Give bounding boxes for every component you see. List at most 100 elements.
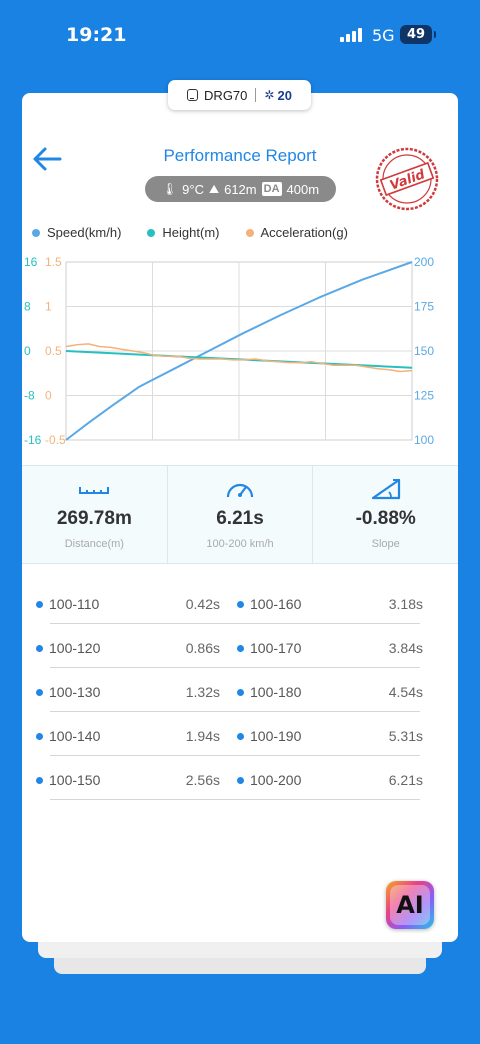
split-time-right: 3.18s — [388, 596, 423, 612]
tick-label-acceleration: -0.5 — [45, 433, 66, 447]
split-range-label: 100-170 — [250, 640, 302, 656]
chart-legend: Speed(km/h) Height(m) Acceleration(g) — [32, 225, 374, 240]
split-times-list: 100-110 0.42s 100-160 3.18s 100-120 0.86… — [22, 580, 458, 800]
performance-chart: 16 8 0 -8 -16 1.5 1 0.5 0 -0.5 200 175 150 125 100 — [24, 255, 434, 447]
split-range-label: 100-160 — [250, 596, 302, 612]
legend-label: Height(m) — [162, 225, 220, 240]
network-label: 5G — [372, 26, 395, 45]
split-time-right: 3.84s — [388, 640, 423, 656]
split-range-right: 100-190 — [237, 728, 301, 744]
bullet-icon — [237, 732, 244, 740]
satellite-count: 20 — [277, 87, 292, 103]
split-time-left: 1.32s — [185, 684, 220, 700]
tick-label-speed: 100 — [414, 433, 434, 447]
table-row: 100-120 0.86s 100-170 3.84s — [22, 624, 458, 668]
split-range-right: 100-200 — [237, 772, 301, 788]
divider — [50, 755, 420, 756]
series-line-speed — [65, 261, 413, 441]
stat-slope: -0.88% Slope — [312, 466, 458, 563]
stats-panel: 269.78m Distance(m) 6.21s 100-200 km/h -… — [22, 465, 458, 564]
page-title: Performance Report — [163, 146, 317, 165]
tick-label-height: 8 — [24, 300, 31, 314]
bullet-icon — [36, 776, 43, 784]
valid-stamp-icon: Valid — [375, 147, 439, 211]
signal-icon — [340, 28, 364, 42]
split-range-label: 100-150 — [49, 772, 101, 788]
divider — [50, 799, 420, 800]
stat-time: 6.21s 100-200 km/h — [166, 466, 313, 563]
divider — [50, 711, 420, 712]
split-time-left: 0.86s — [185, 640, 220, 656]
tick-label-acceleration: 1 — [45, 300, 52, 314]
split-range-label: 100-180 — [250, 684, 302, 700]
legend-item-acceleration[interactable]: Acceleration(g) — [245, 225, 348, 240]
back-arrow-icon[interactable] — [32, 145, 62, 173]
split-range-label: 100-120 — [49, 640, 101, 656]
stat-distance: 269.78m Distance(m) — [22, 466, 167, 563]
split-range-left: 100-140 — [36, 728, 100, 744]
split-time-right: 4.54s — [388, 684, 423, 700]
altitude-value: 612m — [224, 181, 257, 197]
split-time-right: 5.31s — [388, 728, 423, 744]
table-row: 100-110 0.42s 100-160 3.18s — [22, 580, 458, 624]
tick-label-speed: 200 — [414, 255, 434, 269]
satellite-icon: ✲ — [264, 88, 275, 102]
tick-label-acceleration: 1.5 — [45, 255, 62, 269]
split-time-left: 1.94s — [185, 728, 220, 744]
tick-label-acceleration: 0 — [45, 389, 52, 403]
density-altitude-badge: DA — [261, 182, 282, 196]
legend-dot — [32, 228, 40, 237]
divider — [50, 667, 420, 668]
tick-label-height: -16 — [24, 433, 42, 447]
bullet-icon — [36, 644, 43, 652]
split-time-left: 2.56s — [185, 772, 220, 788]
bullet-icon — [237, 776, 244, 784]
legend-dot — [147, 228, 156, 237]
legend-item-height[interactable]: Height(m) — [147, 225, 220, 240]
tick-label-height: -8 — [24, 389, 35, 403]
split-range-left: 100-150 — [36, 772, 100, 788]
split-range-label: 100-140 — [49, 728, 101, 744]
stat-value: -0.88% — [355, 508, 416, 529]
conditions-pill: 🌡 9°C ⛰ 612m DA 400m — [145, 176, 336, 202]
status-bar: 19:21 5G 49 — [0, 0, 480, 70]
bullet-icon — [237, 600, 244, 608]
temperature-value: 9°C — [182, 181, 204, 197]
speedometer-icon — [226, 483, 254, 498]
tick-label-height: 16 — [24, 255, 38, 269]
battery-icon: 49 — [400, 25, 436, 44]
split-range-left: 100-120 — [36, 640, 100, 656]
thermometer-icon: 🌡 — [161, 182, 178, 196]
device-name: DRG70 — [204, 87, 248, 103]
split-range-right: 100-160 — [237, 596, 301, 612]
legend-label: Speed(km/h) — [47, 225, 122, 240]
stat-label: Slope — [371, 538, 400, 550]
ai-button-label: AI — [390, 885, 430, 925]
split-range-right: 100-180 — [237, 684, 301, 700]
legend-dot — [245, 228, 254, 237]
legend-label: Acceleration(g) — [260, 225, 348, 240]
ai-assistant-button[interactable]: AI — [386, 881, 434, 929]
split-range-right: 100-170 — [237, 640, 301, 656]
legend-item-speed[interactable]: Speed(km/h) — [32, 225, 121, 240]
split-range-label: 100-190 — [250, 728, 302, 744]
split-range-label: 100-130 — [49, 684, 101, 700]
bullet-icon — [36, 732, 43, 740]
table-row: 100-140 1.94s 100-190 5.31s — [22, 712, 458, 756]
split-time-right: 6.21s — [388, 772, 423, 788]
stat-value: 6.21s — [216, 508, 264, 529]
slope-icon — [371, 478, 400, 500]
divider — [255, 88, 257, 102]
tick-label-speed: 175 — [414, 300, 434, 314]
series-line-acceleration — [65, 343, 413, 373]
device-tag[interactable]: DRG70 ✲ 20 — [168, 80, 311, 110]
device-icon — [187, 89, 199, 101]
mountain-icon: ⛰ — [209, 181, 220, 196]
ruler-icon — [79, 487, 110, 494]
status-time: 19:21 — [66, 24, 127, 46]
tick-label-speed: 125 — [414, 389, 434, 403]
density-altitude-value: 400m — [286, 181, 320, 197]
split-range-left: 100-110 — [36, 596, 99, 612]
bullet-icon — [237, 644, 244, 652]
bullet-icon — [36, 688, 43, 696]
